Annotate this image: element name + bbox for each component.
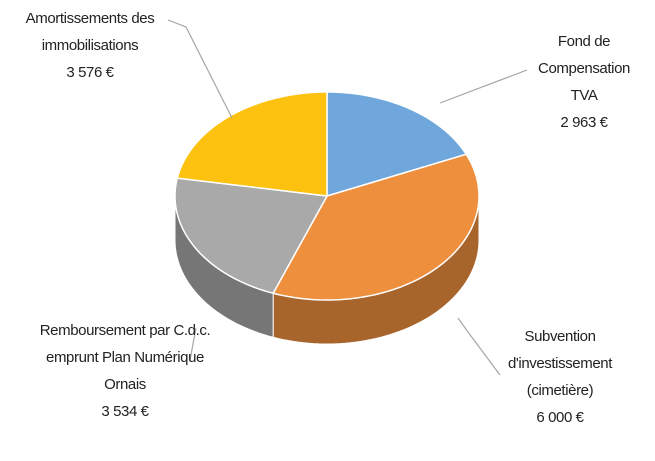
slice-label: Subvention d'investissement (cimetière) 6… [485,323,635,431]
value-label: 3 534 € [101,403,149,420]
category-label: Remboursement par C.d.c. emprunt Plan Nu… [39,322,211,393]
slice-top [176,91,328,197]
value-label: 6 000 € [536,409,584,426]
leader-line [189,327,197,361]
slice-top [326,91,468,198]
slice-top [174,177,329,295]
slice [176,91,328,197]
slice-top [272,153,480,301]
slice [326,91,468,198]
slice-label: Remboursement par C.d.c. emprunt Plan Nu… [30,317,220,425]
leader-line [439,69,528,104]
category-label: Fond de Compensation TVA [538,33,630,104]
category-label: Subvention d'investissement (cimetière) [507,328,612,399]
slice-label: Fond de Compensation TVA 2 963 € [525,28,643,136]
leader-line [457,317,501,376]
value-label: 3 576 € [66,64,114,81]
leader-line [167,19,233,119]
category-label: Amortissements des immobilisations [25,10,155,54]
value-label: 2 963 € [560,114,608,131]
slice [174,177,329,338]
slice-label: Amortissements des immobilisations 3 576 … [0,5,180,86]
